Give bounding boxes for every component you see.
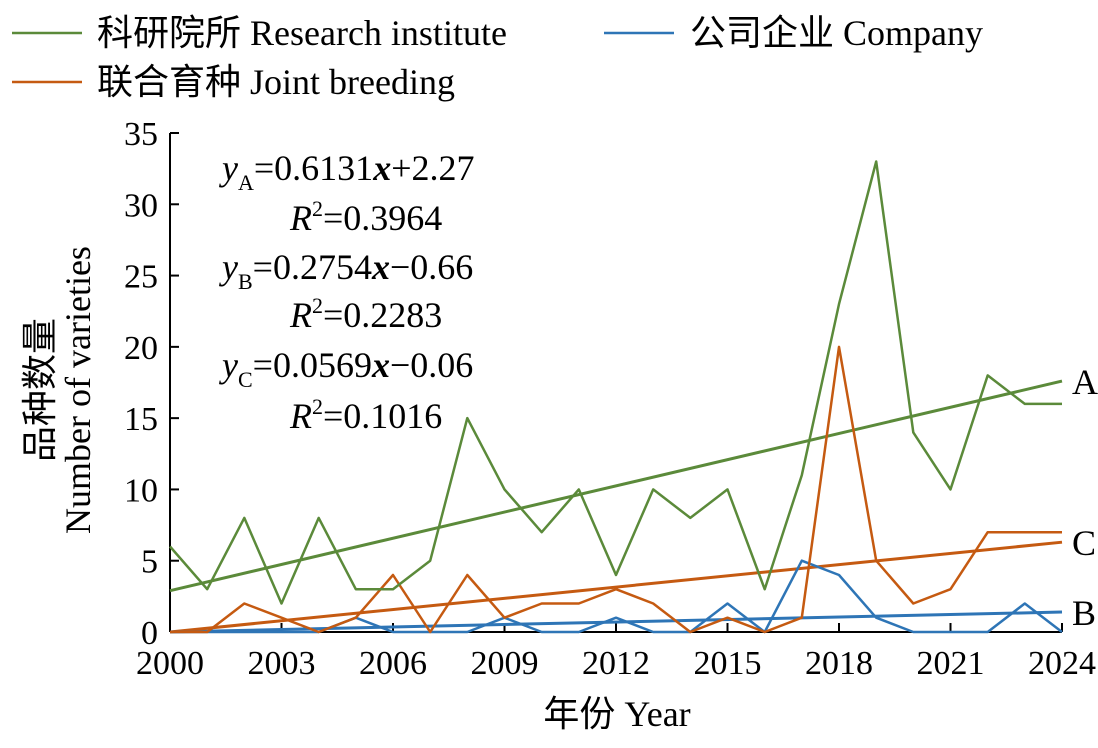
x-tick-label: 2006 bbox=[359, 645, 427, 682]
r2-superscript: 2 bbox=[312, 394, 323, 419]
series-line-2 bbox=[170, 345, 1062, 634]
r2-value: =0.1016 bbox=[323, 396, 442, 436]
equation-intercept: +2.27 bbox=[391, 148, 474, 188]
y-tick-label: 10 bbox=[124, 472, 158, 509]
equation-A: yA=0.6131x+2.27 bbox=[219, 148, 475, 195]
x-tick-label: 2009 bbox=[471, 645, 539, 682]
legend-label-2: 联合育种 Joint breeding bbox=[97, 62, 455, 102]
r2-superscript: 2 bbox=[312, 196, 323, 221]
r2-value: =0.2283 bbox=[323, 295, 442, 335]
equation-slope: =0.2754 bbox=[253, 247, 372, 287]
legend-label-0: 科研院所 Research institute bbox=[97, 13, 507, 53]
x-tick-label: 2021 bbox=[917, 645, 985, 682]
equation-subscript: B bbox=[238, 269, 253, 294]
x-tick-label: 2003 bbox=[248, 645, 316, 682]
equation-r2-B: R2=0.2283 bbox=[289, 293, 442, 335]
y-tick-label: 0 bbox=[141, 615, 158, 652]
legend-label-1: 公司企业 Company bbox=[690, 13, 983, 53]
equation-x-symbol: x bbox=[372, 148, 391, 188]
y-tick-label: 5 bbox=[141, 544, 158, 581]
equation-slope: =0.6131 bbox=[254, 148, 373, 188]
end-label-B: B bbox=[1072, 593, 1096, 633]
r2-superscript: 2 bbox=[312, 293, 323, 318]
trendline-end-labels: A BC bbox=[1072, 362, 1098, 633]
equation-r2-A: R2=0.3964 bbox=[289, 196, 442, 238]
regression-equations: yA=0.6131x+2.27R2=0.3964yB=0.2754x−0.66R… bbox=[219, 148, 475, 436]
equation-intercept: −0.66 bbox=[390, 247, 473, 287]
y-tick-label: 35 bbox=[124, 116, 158, 153]
r2-symbol: R bbox=[289, 295, 312, 335]
equation-x-symbol: x bbox=[371, 247, 390, 287]
equation-B: yB=0.2754x−0.66 bbox=[219, 247, 473, 294]
x-tick-label: 2018 bbox=[805, 645, 873, 682]
equation-intercept: −0.06 bbox=[390, 345, 473, 385]
equation-subscript: C bbox=[238, 367, 253, 392]
equation-y-symbol: y bbox=[219, 345, 238, 385]
equation-slope: =0.0569 bbox=[253, 345, 372, 385]
equation-C: yC=0.0569x−0.06 bbox=[219, 345, 473, 392]
equation-x-symbol: x bbox=[371, 345, 390, 385]
x-tick-label: 2024 bbox=[1028, 645, 1096, 682]
equation-y-symbol: y bbox=[219, 247, 238, 287]
y-axis-title: 品种数量 bbox=[20, 318, 60, 462]
y-axis-title-en-wrap: Number of varieties bbox=[58, 246, 98, 534]
equation-y-symbol: y bbox=[219, 148, 238, 188]
x-tick-label: 2015 bbox=[694, 645, 762, 682]
series-line-0 bbox=[169, 160, 1062, 605]
x-tick-label: 2012 bbox=[582, 645, 650, 682]
x-axis-title: 年份 Year bbox=[543, 694, 690, 734]
end-label-C: C bbox=[1072, 523, 1096, 563]
r2-symbol: R bbox=[289, 396, 312, 436]
trendline-B bbox=[169, 610, 1063, 634]
x-tick-label: 2000 bbox=[136, 645, 204, 682]
equation-subscript: A bbox=[238, 170, 254, 195]
axes: 0 5 10 15 20 25 30 35 2000 2003 2006 2009 2012 2015 20… bbox=[124, 116, 1096, 682]
end-label-A: A bbox=[1072, 362, 1098, 402]
y-tick-label: 15 bbox=[124, 401, 158, 438]
y-tick-label: 30 bbox=[124, 187, 158, 224]
y-axis-title-cn: 品种数量 bbox=[20, 318, 60, 462]
trendlines bbox=[169, 379, 1063, 634]
y-tick-label: 25 bbox=[124, 259, 158, 296]
r2-symbol: R bbox=[289, 198, 312, 238]
equation-r2-C: R2=0.1016 bbox=[289, 394, 442, 436]
y-axis-title-en: Number of varieties bbox=[58, 246, 98, 534]
trendline-C bbox=[169, 540, 1063, 634]
trendline-A bbox=[169, 379, 1063, 593]
y-tick-label: 20 bbox=[124, 330, 158, 367]
legend: 科研院所 Research institute 公司企业 Company 联合育种 … bbox=[12, 13, 983, 102]
series-lines bbox=[169, 160, 1063, 634]
r2-value: =0.3964 bbox=[323, 198, 442, 238]
